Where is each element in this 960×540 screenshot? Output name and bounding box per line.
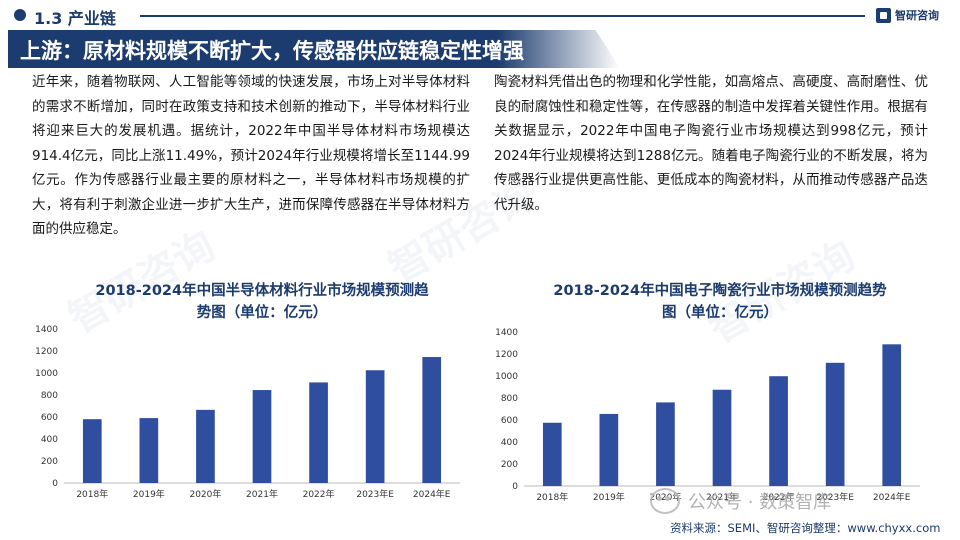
top-bar: 1.3 产业链 智研咨询 [0, 0, 960, 34]
y-tick-label: 600 [41, 413, 58, 423]
y-tick-label: 200 [41, 457, 58, 467]
y-tick-label: 0 [512, 482, 518, 492]
bar [139, 418, 159, 483]
semiconductor-bar-chart: 0 200 400 600 800 1000 1200 1400 2018年 2019年 2020年… [35, 325, 460, 500]
logo-icon [876, 7, 891, 23]
chart-title-semiconductor: 2018-2024年中国半导体材料行业市场规模预测趋 势图（单位：亿元） [62, 280, 462, 324]
y-tick-label: 1400 [35, 325, 58, 335]
bar [365, 370, 385, 483]
data-source: 资料来源：SEMI、智研咨询整理：www.chyxx.com [670, 521, 941, 535]
bar [309, 382, 328, 483]
x-category-label: 2022年 [763, 491, 795, 503]
chart-title-ceramics: 2018-2024年中国电子陶瓷行业市场规模预测趋势 图（单位：亿元） [520, 280, 920, 324]
y-tick-label: 1200 [35, 347, 58, 357]
title-banner: 上游：原材料规模不断扩大，传感器供应链稳定性增强 [8, 30, 620, 68]
brand-logo: 智研咨询 [876, 6, 939, 24]
bar [252, 390, 272, 483]
x-category-label: 2021年 [706, 491, 738, 503]
bar [542, 422, 562, 486]
section-bullet-icon [14, 9, 26, 21]
y-tick-label: 400 [41, 435, 58, 445]
y-tick-label: 1000 [35, 369, 58, 379]
header-divider [140, 15, 865, 17]
paragraph-ceramics: 陶瓷材料凭借出色的物理和化学性能，如高熔点、高硬度、高耐磨性、优良的耐腐蚀性和稳… [494, 74, 928, 213]
chart-title-line: 2018-2024年中国半导体材料行业市场规模预测趋 [95, 283, 429, 299]
x-category-label: 2020年 [189, 488, 221, 500]
y-tick-label: 400 [501, 438, 518, 448]
y-tick-label: 1400 [495, 328, 518, 338]
x-category-label: 2022年 [303, 488, 335, 500]
y-tick-label: 200 [501, 460, 518, 470]
x-category-label: 2021年 [246, 488, 278, 500]
bar [882, 344, 902, 486]
bar [656, 402, 675, 486]
y-tick-label: 800 [41, 391, 58, 401]
bar [82, 419, 102, 483]
y-tick-label: 600 [501, 416, 518, 426]
bar [599, 413, 619, 486]
x-category-label: 2018年 [76, 488, 108, 500]
x-category-label: 2018年 [536, 491, 568, 503]
wechat-icon [650, 488, 680, 514]
x-category-label: 2023年E [816, 491, 854, 503]
y-tick-label: 1200 [495, 350, 518, 360]
chart-title-line: 图（单位：亿元） [662, 305, 778, 321]
x-category-label: 2024年E [873, 491, 911, 503]
paragraph-semiconductor: 近年来，随着物联网、人工智能等领域的快速发展，市场上对半导体材料的需求不断增加，… [32, 74, 470, 237]
x-category-label: 2019年 [593, 491, 625, 503]
watermark-text: 公众号 · 数策智库 [688, 492, 832, 513]
chart-title-line: 2018-2024年中国电子陶瓷行业市场规模预测趋势 [553, 283, 887, 299]
y-tick-label: 800 [501, 394, 518, 404]
bar [825, 362, 845, 486]
bar [422, 357, 442, 483]
logo-text: 智研咨询 [895, 9, 939, 22]
bar [712, 389, 732, 486]
x-category-label: 2024年E [413, 488, 451, 500]
wechat-watermark: 公众号 · 数策智库 [650, 486, 920, 516]
section-title: 1.3 产业链 [34, 9, 116, 28]
bar [769, 376, 788, 486]
bar [196, 409, 215, 483]
x-category-label: 2019年 [133, 488, 165, 500]
x-category-label: 2023年E [356, 488, 394, 500]
page-title: 上游：原材料规模不断扩大，传感器供应链稳定性增强 [20, 39, 524, 63]
y-tick-label: 1000 [495, 372, 518, 382]
chart-title-line: 势图（单位：亿元） [196, 305, 328, 321]
y-tick-label: 0 [52, 479, 58, 489]
